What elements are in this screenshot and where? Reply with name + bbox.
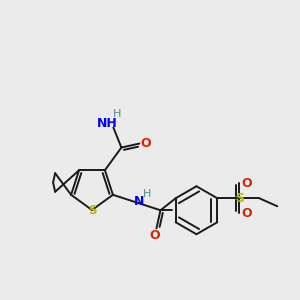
Text: H: H xyxy=(113,109,122,118)
Text: O: O xyxy=(149,229,160,242)
Text: H: H xyxy=(142,189,151,199)
Text: NH: NH xyxy=(97,117,118,130)
Text: O: O xyxy=(140,137,151,150)
Text: S: S xyxy=(88,205,96,218)
Text: N: N xyxy=(134,195,144,208)
Text: O: O xyxy=(241,207,252,220)
Text: S: S xyxy=(235,192,244,205)
Text: O: O xyxy=(241,177,252,190)
